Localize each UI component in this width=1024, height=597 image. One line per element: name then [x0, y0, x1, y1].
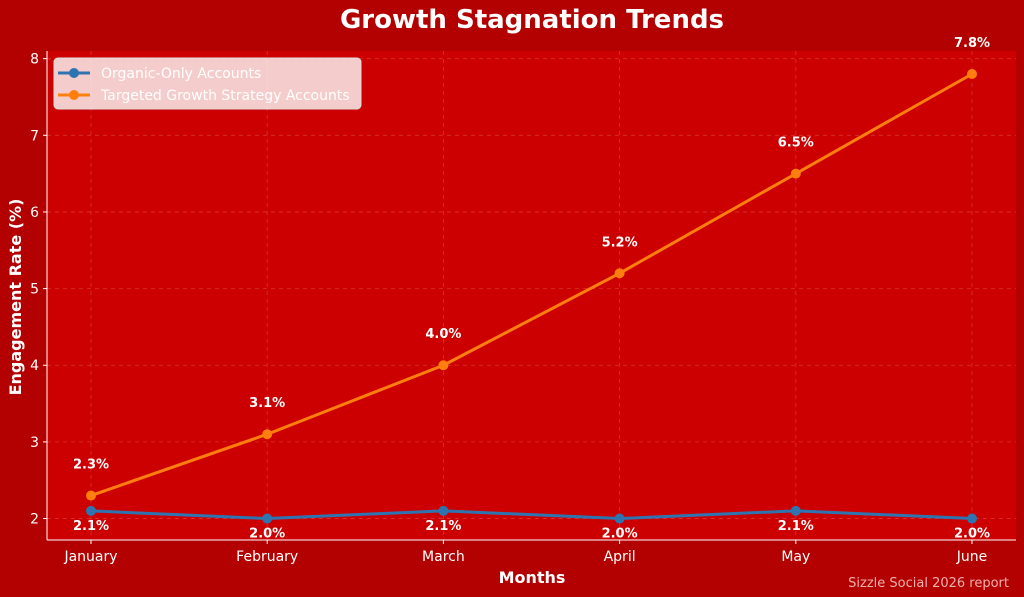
data-point: [967, 513, 977, 524]
data-label: 5.2%: [602, 235, 638, 250]
series-line-0: [90, 509, 973, 521]
data-point: [438, 360, 449, 371]
y-tick-label: 3: [30, 435, 39, 451]
series-line-1: [90, 72, 973, 497]
tick-labels: January February March April May June 2 3 4 5 6 7 8: [30, 52, 987, 565]
axes: [46, 51, 1016, 541]
legend-swatch-marker: [69, 68, 79, 78]
y-tick-label: 2: [30, 512, 39, 528]
legend: Organic-Only Accounts Targeted Growth Str…: [53, 57, 362, 110]
data-point: [614, 513, 625, 524]
data-label: 2.3%: [73, 458, 109, 473]
data-label: 4.0%: [425, 327, 461, 342]
data-label: 2.1%: [425, 519, 461, 534]
x-tick-label: April: [604, 549, 636, 565]
data-label: 2.1%: [73, 519, 109, 534]
data-label: 2.0%: [602, 527, 638, 542]
data-label: 2.1%: [778, 519, 814, 534]
data-label: 6.5%: [778, 136, 814, 151]
data-point: [262, 429, 273, 440]
chart-title: Growth Stagnation Trends: [340, 5, 724, 35]
y-tick-label: 8: [30, 52, 39, 68]
data-point: [967, 68, 977, 79]
data-point: [790, 168, 801, 179]
data-point: [262, 513, 273, 524]
y-tick-label: 5: [30, 282, 39, 298]
x-axis-label: Months: [499, 568, 566, 587]
y-tick-label: 4: [30, 358, 39, 374]
y-tick-label: 6: [30, 205, 39, 221]
legend-swatch-marker: [69, 90, 79, 100]
footer-credit: Sizzle Social 2026 report: [848, 576, 1009, 591]
x-tick-label: May: [781, 549, 810, 565]
x-tick-label: June: [956, 549, 988, 565]
data-point: [86, 505, 96, 516]
data-point: [86, 490, 96, 501]
data-point: [614, 268, 625, 279]
x-tick-label: January: [63, 549, 117, 565]
series-lines: [86, 68, 977, 524]
legend-entry: Organic-Only Accounts: [101, 66, 261, 82]
data-label: 3.1%: [249, 396, 285, 411]
data-label: 2.0%: [954, 527, 990, 542]
data-point: [790, 505, 801, 516]
y-tick-label: 7: [30, 128, 39, 144]
data-label: 7.8%: [954, 36, 990, 51]
x-tick-label: February: [236, 549, 298, 565]
data-point: [438, 505, 449, 516]
legend-entry: Targeted Growth Strategy Accounts: [100, 88, 350, 104]
x-tick-label: March: [422, 549, 465, 565]
y-axis-label: Engagement Rate (%): [6, 199, 25, 396]
legend-box: [53, 57, 362, 110]
data-labels: 2.1% 2.0% 2.1% 2.0% 2.1% 2.0% 2.3% 3.1% 4.0% 5.2%…: [73, 36, 990, 542]
data-label: 2.0%: [249, 527, 285, 542]
plot-area: [47, 51, 1016, 540]
